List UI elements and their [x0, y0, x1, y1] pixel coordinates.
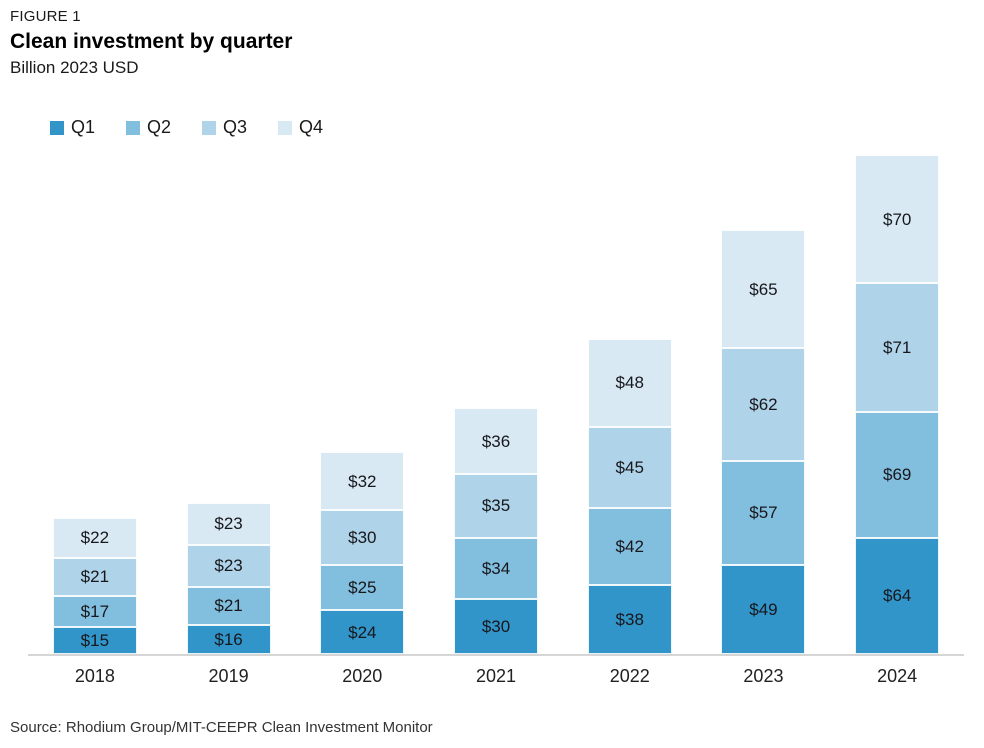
- bar-segment-2022-q2: $42: [587, 508, 672, 585]
- x-axis-label-2019: 2019: [208, 666, 249, 686]
- segment-value-label: $17: [80, 601, 110, 621]
- segment-value-label: $21: [214, 596, 243, 616]
- chart-subtitle: Billion 2023 USD: [10, 58, 139, 77]
- stacked-bar-plot: $15 $17 $21 $22 $16 $21 $23 $23 $24 $25 $30 $32 $30 $…: [28, 150, 964, 654]
- bar-segment-2020-q3: $30: [320, 510, 405, 565]
- bar-segment-2018-q2: $17: [52, 595, 137, 627]
- x-axis-label-2022: 2022: [609, 666, 650, 686]
- legend-item-q1: Q1: [50, 117, 95, 138]
- legend-swatch-q3: [202, 120, 217, 135]
- bar-segment-2018-q4: $22: [52, 517, 137, 558]
- stacked-bar-2023: $49 $57 $62 $65: [721, 229, 806, 654]
- segment-value-label: $22: [80, 528, 110, 548]
- segment-value-label: $23: [214, 514, 243, 534]
- page-title: Clean investment by quarter: [10, 30, 293, 53]
- legend-label: Q2: [147, 117, 172, 137]
- bar-segment-2023-q2: $57: [721, 461, 806, 565]
- x-axis-label-2018: 2018: [74, 666, 115, 686]
- bar-segment-2019-q4: $23: [186, 502, 271, 545]
- segment-value-label: $21: [80, 567, 110, 587]
- x-axis-label-2024: 2024: [877, 666, 918, 686]
- segment-value-label: $38: [615, 609, 644, 629]
- segment-value-label: $36: [481, 431, 511, 451]
- bar-segment-2020-q1: $24: [320, 610, 405, 654]
- bar-segment-2021-q4: $36: [454, 408, 539, 474]
- segment-value-label: $48: [615, 373, 644, 393]
- legend-label: Q3: [223, 117, 248, 137]
- segment-value-label: $57: [749, 503, 778, 523]
- legend-item-q4: Q4: [278, 117, 323, 138]
- bar-segment-2019-q2: $21: [186, 586, 271, 625]
- chart-legend: Q1 Q2 Q3 Q4: [50, 117, 323, 138]
- legend-swatch-q1: [50, 120, 64, 135]
- bar-slot-2018: $15 $17 $21 $22: [28, 150, 162, 654]
- bar-segment-2022-q3: $45: [587, 426, 672, 509]
- x-axis-line: [28, 654, 964, 656]
- bar-segment-2024-q1: $64: [855, 537, 940, 654]
- stacked-bar-2018: $15 $17 $21 $22: [52, 517, 137, 654]
- legend-swatch-q2: [126, 120, 141, 135]
- legend-label: Q1: [71, 117, 96, 137]
- segment-value-label: $64: [882, 586, 912, 606]
- segment-value-label: $25: [348, 578, 377, 598]
- stacked-bar-2022: $38 $42 $45 $48: [587, 339, 672, 654]
- bar-segment-2024-q3: $71: [855, 282, 940, 412]
- bar-segment-2020-q2: $25: [320, 564, 405, 611]
- stacked-bar-2024: $64 $69 $71 $70: [855, 155, 940, 654]
- legend-swatch-q4: [278, 120, 293, 135]
- bar-slot-2024: $64 $69 $71 $70: [830, 150, 964, 654]
- legend-label: Q4: [299, 117, 324, 137]
- source-note: Source: Rhodium Group/MIT-CEEPR Clean In…: [10, 719, 433, 736]
- legend-item-q3: Q3: [202, 117, 247, 138]
- bar-segment-2023-q4: $65: [721, 229, 806, 349]
- bar-segment-2024-q2: $69: [855, 411, 940, 538]
- stacked-bar-2019: $16 $21 $23 $23: [186, 502, 271, 654]
- segment-value-label: $32: [348, 471, 377, 491]
- bar-slot-2020: $24 $25 $30 $32: [295, 150, 429, 654]
- segment-value-label: $16: [214, 629, 243, 649]
- bar-segment-2024-q4: $70: [855, 155, 940, 283]
- legend-item-q2: Q2: [126, 117, 171, 138]
- bar-segment-2019-q1: $16: [186, 624, 271, 654]
- segment-value-label: $45: [615, 457, 644, 477]
- bar-segment-2021-q3: $35: [454, 473, 539, 538]
- segment-value-label: $23: [214, 556, 243, 576]
- bar-segment-2019-q3: $23: [186, 544, 271, 587]
- x-axis-label-2023: 2023: [743, 666, 784, 686]
- x-axis-label-2020: 2020: [342, 666, 383, 686]
- bar-segment-2022-q1: $38: [587, 584, 672, 654]
- segment-value-label: $34: [481, 558, 511, 578]
- bar-segment-2020-q4: $32: [320, 452, 405, 511]
- bar-segment-2022-q4: $48: [587, 339, 672, 427]
- bar-segment-2018-q3: $21: [52, 557, 137, 596]
- segment-value-label: $65: [749, 279, 778, 299]
- segment-value-label: $30: [481, 617, 511, 637]
- stacked-bar-2020: $24 $25 $30 $32: [320, 452, 405, 654]
- bar-slot-2019: $16 $21 $23 $23: [162, 150, 296, 654]
- segment-value-label: $30: [348, 528, 377, 548]
- bar-slot-2021: $30 $34 $35 $36: [429, 150, 563, 654]
- bar-segment-2021-q2: $34: [454, 537, 539, 600]
- bar-slot-2023: $49 $57 $62 $65: [697, 150, 831, 654]
- segment-value-label: $62: [749, 395, 778, 415]
- segment-value-label: $71: [882, 337, 912, 357]
- bar-segment-2018-q1: $15: [52, 626, 137, 654]
- bar-slot-2022: $38 $42 $45 $48: [563, 150, 697, 654]
- segment-value-label: $24: [348, 622, 377, 642]
- segment-value-label: $70: [882, 209, 912, 229]
- x-axis-labels: 2018 2019 2020 2021 2022 2023 2024: [28, 666, 964, 687]
- chart-header: FIGURE 1 Clean investment by quarter Bil…: [10, 8, 292, 78]
- bar-segment-2023-q1: $49: [721, 564, 806, 654]
- segment-value-label: $69: [882, 465, 912, 485]
- bar-segment-2021-q1: $30: [454, 599, 539, 654]
- figure-label: FIGURE 1: [10, 8, 81, 25]
- segment-value-label: $42: [615, 537, 644, 557]
- segment-value-label: $49: [749, 599, 778, 619]
- segment-value-label: $35: [481, 496, 511, 516]
- bar-segment-2023-q3: $62: [721, 348, 806, 462]
- x-axis-label-2021: 2021: [475, 666, 517, 686]
- stacked-bar-2021: $30 $34 $35 $36: [454, 408, 539, 654]
- segment-value-label: $15: [80, 630, 110, 650]
